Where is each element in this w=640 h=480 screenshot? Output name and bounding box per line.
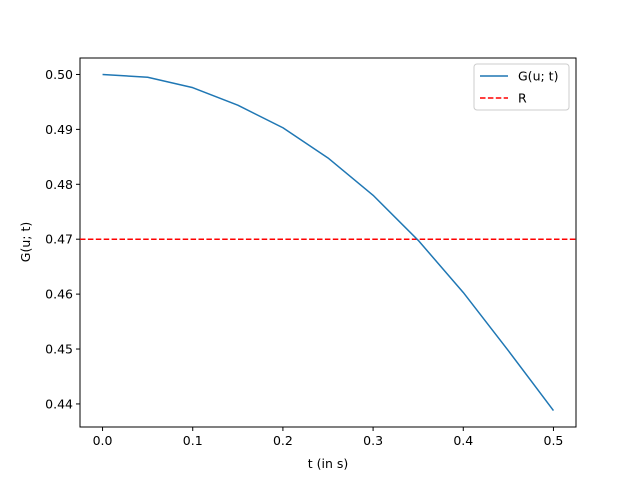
axes-frame [79, 57, 577, 428]
axis-ticks: 0.0 0.1 0.2 0.3 0.4 0.5 0.44 0.45 0.46 0.47 0.48 0.… [45, 67, 563, 448]
x-axis-label: t (in s) [308, 456, 349, 471]
x-tick-label: 0.5 [544, 433, 564, 448]
y-tick-label: 0.46 [45, 287, 73, 302]
y-tick-label: 0.47 [45, 232, 73, 247]
x-tick-label: 0.2 [273, 433, 293, 448]
plot-area [79, 57, 577, 428]
legend: G(u; t) R [473, 63, 570, 111]
x-tick-label: 0.4 [453, 433, 473, 448]
legend-entry: G(u; t) [518, 69, 558, 84]
x-tick-label: 0.3 [363, 433, 383, 448]
y-tick-label: 0.45 [45, 342, 73, 357]
x-tick-label: 0.1 [183, 433, 203, 448]
y-tick-label: 0.50 [45, 67, 73, 82]
x-tick-label: 0.0 [93, 433, 113, 448]
y-tick-label: 0.49 [45, 122, 73, 137]
y-axis-label: G(u; t) [18, 222, 33, 262]
series-line-g [102, 73, 555, 411]
y-tick-label: 0.44 [45, 396, 73, 411]
legend-entry: R [518, 91, 527, 106]
y-tick-label: 0.48 [45, 177, 73, 192]
